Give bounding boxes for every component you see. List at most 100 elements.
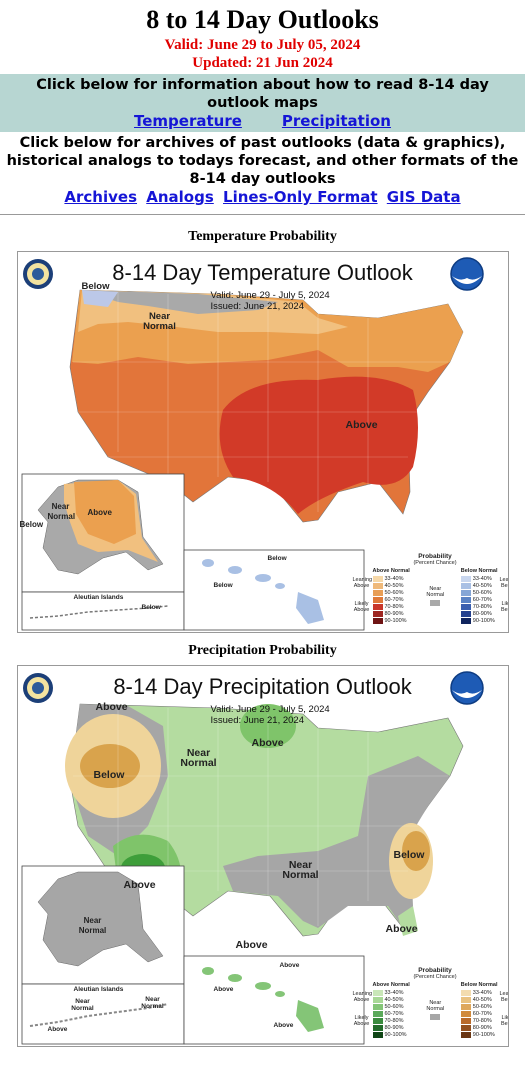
legend-swatch-row: 70-80% (460, 1017, 498, 1024)
precip-aleutian-above: Above (47, 1026, 68, 1033)
legend-swatch (372, 1031, 383, 1038)
legend-swatch-row: 33-40% (460, 575, 498, 582)
legend-swatch-row: 80-90% (460, 610, 498, 617)
legend-swatch (460, 1031, 471, 1038)
legend-leaning-below: Leaning Below (499, 577, 509, 589)
legend-swatch-row: 60-70% (460, 596, 498, 603)
precipitation-info-link[interactable]: Precipitation (281, 112, 391, 130)
analogs-link[interactable]: Analogs (146, 188, 214, 206)
legend-above-swatches-2: 33-40% 40-50% 50-60% 60-70% 70-80% 80-90% 90-1… (372, 989, 410, 1038)
legend-swatch (460, 989, 471, 996)
legend-swatch (460, 996, 471, 1003)
legend-swatch (460, 1017, 471, 1024)
legend-swatch (372, 1003, 383, 1010)
archives-link[interactable]: Archives (64, 188, 138, 206)
temp-label-above: Above (345, 419, 378, 431)
legend-swatch-row: 80-90% (372, 610, 410, 617)
legend-swatch-row: 90-100% (372, 1031, 410, 1038)
legend-swatch (372, 575, 383, 582)
legend-near-swatch (430, 599, 441, 606)
legend-swatch-label: 33-40% (384, 575, 404, 582)
info-text: Click below for information about how to… (36, 77, 489, 111)
legend-swatch-row: 70-80% (372, 603, 410, 610)
legend-subtitle: (Percent Chance) (413, 560, 457, 566)
legend-swatch-label: 33-40% (472, 575, 492, 582)
legend-leaning-below-2: Leaning Below (499, 991, 509, 1003)
precipitation-valid: Valid: June 29 - July 5, 2024 (210, 704, 330, 715)
temperature-map-title: 8-14 Day Temperature Outlook (112, 260, 413, 285)
legend-swatch (460, 575, 471, 582)
legend-swatch-label: 70-80% (384, 603, 404, 610)
legend-swatch (460, 589, 471, 596)
precipitation-outlook-map[interactable]: 8-14 Day Precipitation Outlook Valid: Ju… (16, 665, 509, 1047)
valid-dates: Valid: June 29 to July 05, 2024 (164, 37, 361, 53)
legend-swatch-row: 50-60% (460, 589, 498, 596)
precip-label-above-n: Above (251, 737, 284, 749)
temperature-section-title: Temperature Probability (188, 229, 337, 244)
legend-likely-below: Likely Below (501, 601, 509, 613)
legend-swatch-label: 90-100% (472, 1031, 495, 1038)
precip-aleutian-near-2: Near Normal (141, 996, 164, 1010)
temperature-map-graphic (21, 257, 484, 631)
precip-label-near-normal-s: Near Normal (282, 859, 319, 881)
temperature-info-link[interactable]: Temperature (134, 112, 242, 130)
legend-title-2: Probability (418, 967, 452, 974)
temp-label-below-nw: Below (81, 281, 110, 292)
legend-swatch-label: 80-90% (472, 610, 492, 617)
legend-above-swatches: 33-40% 40-50% 50-60% 60-70% 70-80% 80-90% 90-1… (372, 575, 410, 624)
legend-subtitle-2: (Percent Chance) (413, 974, 457, 980)
precipitation-map-graphic (21, 671, 484, 1045)
legend-near-label: Near Normal (426, 585, 445, 598)
precipitation-section-title: Precipitation Probability (188, 643, 337, 658)
legend-swatch-row: 90-100% (460, 617, 498, 624)
legend-swatch (372, 610, 383, 617)
precipitation-issued: Issued: June 21, 2024 (210, 715, 305, 726)
info-box: Click below for information about how to… (0, 74, 525, 132)
legend-swatch-row: 60-70% (372, 596, 410, 603)
legend-below-swatches-2: 33-40% 40-50% 50-60% 60-70% 70-80% 80-90% 90-1… (460, 989, 498, 1038)
temp-label-near-normal: Near Normal (143, 311, 176, 332)
legend-below-swatches: 33-40% 40-50% 50-60% 60-70% 70-80% 80-90% 90-1… (460, 575, 498, 624)
temperature-valid: Valid: June 29 - July 5, 2024 (210, 290, 330, 301)
legend-swatch (372, 589, 383, 596)
temperature-outlook-map[interactable]: 8-14 Day Temperature Outlook Valid: June… (16, 251, 509, 633)
temperature-valid-issued: Valid: June 29 - July 5, 2024 Issued: Ju… (211, 290, 330, 312)
archives-text: Click below for archives of past outlook… (6, 135, 519, 187)
legend-columns-2: Above Normal 33-40% 40-50% 50-60% 60-70% 70-… (372, 982, 498, 1038)
legend-swatch (460, 1024, 471, 1031)
legend-near-col: Near Normal (424, 568, 446, 624)
legend-swatch (460, 617, 471, 624)
archives-links: Archives Analogs Lines-Only Format GIS D… (2, 188, 523, 206)
legend-swatch-label: 90-100% (384, 617, 407, 624)
precip-ak-near-normal: Near Normal (78, 916, 107, 935)
legend-swatch-row: 50-60% (372, 589, 410, 596)
doc-seal-icon-2 (22, 673, 53, 703)
gis-data-link[interactable]: GIS Data (386, 188, 461, 206)
legend-swatch-row: 60-70% (372, 1010, 410, 1017)
legend-swatch (460, 582, 471, 589)
precip-label-near-normal: Near Normal (180, 747, 217, 769)
legend-leaning-above-2: Leaning Above (352, 991, 373, 1003)
legend-swatch-label: 70-80% (472, 603, 492, 610)
legend-swatch (372, 1024, 383, 1031)
precip-label-above-sw: Above (123, 879, 156, 891)
legend-swatch (460, 603, 471, 610)
temp-aleutian-label: Aleutian Islands (73, 594, 124, 601)
legend-swatch-label: 60-70% (384, 596, 404, 603)
legend-below-col: Below Normal 33-40% 40-50% 50-60% 60-70% 70-… (460, 568, 498, 624)
precip-hi-above-1: Above (279, 962, 300, 969)
legend-swatch (460, 1010, 471, 1017)
temp-hi-below-1: Below (267, 555, 287, 562)
legend-swatch-row: 40-50% (372, 996, 410, 1003)
legend-swatch-label: 60-70% (384, 1010, 404, 1017)
temperature-legend: Probability (Percent Chance) Above Norma… (353, 553, 508, 624)
legend-swatch-row: 80-90% (460, 1024, 498, 1031)
doc-seal-icon (22, 259, 53, 289)
legend-likely-above: Likely Above (353, 601, 370, 613)
legend-swatch-label: 80-90% (384, 1024, 404, 1031)
legend-below-head: Below Normal (460, 568, 498, 574)
lines-only-link[interactable]: Lines-Only Format (223, 188, 378, 206)
legend-swatch-row: 50-60% (372, 1003, 410, 1010)
legend-swatch (460, 1003, 471, 1010)
precip-hi-above-2: Above (213, 986, 234, 993)
